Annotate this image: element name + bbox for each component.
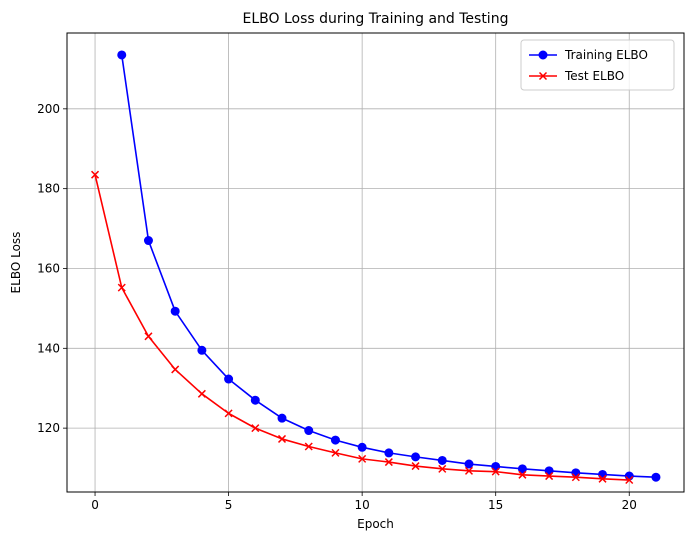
data-point xyxy=(357,442,367,452)
legend-label: Training ELBO xyxy=(564,48,648,62)
data-point xyxy=(144,332,153,341)
data-point xyxy=(197,389,206,398)
data-point xyxy=(538,50,548,60)
data-point xyxy=(598,474,607,483)
data-point xyxy=(197,345,207,355)
data-point xyxy=(651,472,661,482)
data-point xyxy=(545,472,554,481)
data-point xyxy=(117,50,127,60)
x-tick-label: 20 xyxy=(622,498,637,512)
plot-frame xyxy=(66,32,685,493)
data-point xyxy=(411,452,421,462)
legend: Training ELBO Test ELBO xyxy=(520,39,675,91)
data-point xyxy=(171,365,180,374)
chart-title: ELBO Loss during Training and Testing xyxy=(243,11,509,27)
legend-box xyxy=(520,39,675,91)
data-point xyxy=(598,469,608,479)
data-point xyxy=(624,471,634,481)
data-point xyxy=(438,464,447,473)
data-point xyxy=(491,467,500,476)
y-tick-label: 180 xyxy=(37,182,60,196)
data-point xyxy=(331,448,340,457)
data-point xyxy=(517,464,527,474)
grid xyxy=(67,33,684,492)
data-point xyxy=(544,466,554,476)
series-1 xyxy=(91,170,634,485)
data-point xyxy=(464,466,474,475)
y-axis-label: ELBO Loss xyxy=(9,232,23,294)
data-point xyxy=(358,454,367,463)
y-tick-label: 200 xyxy=(37,102,60,116)
data-point xyxy=(143,236,153,246)
legend-label: Test ELBO xyxy=(564,69,624,83)
data-point xyxy=(277,413,287,423)
data-point xyxy=(437,455,447,465)
data-point xyxy=(571,473,580,482)
data-point xyxy=(464,459,474,469)
data-point xyxy=(117,283,126,292)
data-point xyxy=(224,374,234,384)
data-point xyxy=(250,395,260,405)
x-tick-label: 10 xyxy=(355,498,370,512)
series-layer xyxy=(91,50,661,485)
ticks: 0 5 10 15 20 120 140 160 180 200 xyxy=(37,102,637,512)
data-point xyxy=(518,470,527,479)
data-point xyxy=(170,306,180,316)
x-tick-label: 15 xyxy=(488,498,503,512)
data-point xyxy=(224,409,233,418)
series-0 xyxy=(117,50,661,482)
data-point xyxy=(491,461,501,471)
x-axis-label: Epoch xyxy=(357,517,394,531)
y-tick-label: 120 xyxy=(37,421,60,435)
data-point xyxy=(625,475,634,485)
x-tick-label: 0 xyxy=(91,498,99,512)
data-point xyxy=(91,170,100,179)
y-tick-label: 160 xyxy=(37,261,60,275)
data-point xyxy=(538,71,548,81)
data-point xyxy=(384,458,393,467)
data-point xyxy=(411,462,420,471)
legend-item: Test ELBO xyxy=(529,69,624,83)
data-point xyxy=(330,435,340,445)
data-point xyxy=(251,424,260,433)
data-point xyxy=(277,434,287,443)
x-tick-label: 5 xyxy=(225,498,233,512)
data-point xyxy=(384,448,394,458)
legend-item: Training ELBO xyxy=(529,48,648,62)
y-tick-label: 140 xyxy=(37,341,60,355)
data-point xyxy=(571,468,581,478)
data-point xyxy=(304,442,313,451)
data-point xyxy=(304,426,314,436)
